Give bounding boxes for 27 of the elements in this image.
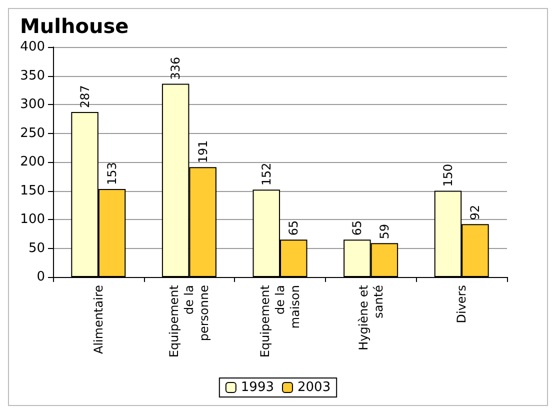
data-label: 59	[377, 224, 392, 240]
y-tick-label: 350	[20, 68, 45, 84]
x-tick-label: Equipement de la maison	[258, 284, 302, 358]
y-tick-label: 150	[20, 183, 45, 198]
y-tick-label: 50	[28, 240, 45, 256]
y-tick-label: 0	[36, 270, 45, 284]
x-tick-label: Alimentaire	[91, 285, 106, 354]
x-tick-label: Hygiène et santé	[356, 284, 386, 350]
x-tick-label: Equipement de la personne	[167, 284, 212, 358]
data-label: 92	[468, 204, 482, 220]
y-tick-label: 100	[20, 212, 45, 227]
y-tick-label: 300	[20, 97, 45, 112]
x-tick-label: Divers	[454, 285, 469, 324]
data-label: 152	[259, 162, 274, 186]
data-label: 153	[105, 162, 120, 186]
data-label: 150	[440, 164, 455, 187]
data-label: 336	[168, 56, 183, 80]
y-tick-label: 200	[20, 154, 45, 170]
data-label: 65	[286, 220, 301, 236]
data-label: 65	[350, 220, 364, 236]
data-label: 191	[196, 140, 210, 164]
legend-label: 2003	[298, 380, 331, 395]
legend-label: 1993	[240, 380, 274, 395]
y-tick-label: 250	[20, 126, 45, 141]
chart-title: Mulhouse	[20, 14, 129, 38]
y-tick-label: 400	[20, 40, 45, 54]
data-label: 287	[78, 85, 92, 108]
